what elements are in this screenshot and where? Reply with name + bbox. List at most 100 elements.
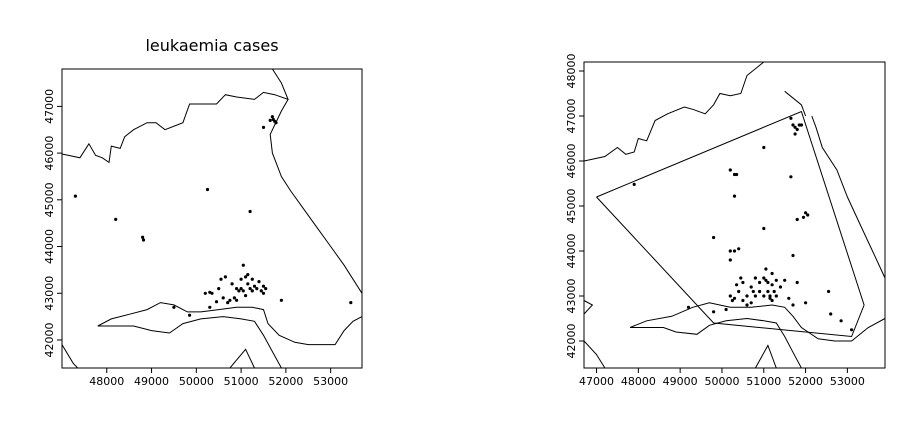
- case-point: [787, 296, 791, 300]
- y-tick-label: 43000: [43, 276, 56, 311]
- case-point: [804, 301, 808, 305]
- y-tick-label: 42000: [43, 322, 56, 357]
- case-point: [274, 121, 278, 125]
- case-point: [789, 116, 793, 120]
- boundary-line: [97, 302, 362, 346]
- x-tick-label: 49000: [663, 375, 698, 388]
- case-point: [261, 291, 266, 295]
- case-point: [250, 289, 254, 293]
- case-point: [141, 238, 146, 242]
- boundary-line: [271, 69, 289, 100]
- case-point: [762, 226, 766, 231]
- boundary-line: [229, 348, 255, 368]
- case-point: [795, 127, 799, 132]
- case-point: [839, 319, 843, 323]
- case-point: [712, 235, 716, 240]
- case-point: [232, 296, 236, 300]
- right-plot: 47000 48000 49000 50000 51000 52000 53000 42000…: [565, 54, 886, 388]
- case-point: [741, 298, 745, 303]
- hull-polygon: [596, 110, 865, 338]
- case-point: [770, 271, 774, 276]
- case-point: [774, 278, 778, 282]
- boundary-line: [584, 300, 594, 315]
- x-tick-label: 48000: [89, 375, 124, 388]
- case-point: [244, 275, 248, 279]
- case-point: [804, 211, 808, 215]
- y-tick-label: 44000: [43, 229, 56, 264]
- case-point: [268, 118, 272, 122]
- case-point: [221, 296, 225, 300]
- case-point: [230, 282, 234, 286]
- case-point: [783, 278, 787, 282]
- case-point: [732, 249, 737, 253]
- case-point: [241, 289, 245, 293]
- case-point: [235, 287, 239, 291]
- x-tick-label: 51000: [224, 375, 259, 388]
- case-point: [766, 280, 770, 285]
- x-tick-label: 50000: [179, 375, 214, 388]
- case-point: [248, 287, 252, 291]
- case-point: [764, 267, 768, 271]
- case-point: [850, 328, 854, 332]
- y-tick-label: 48000: [565, 54, 578, 89]
- case-point: [259, 289, 263, 293]
- case-point: [114, 217, 118, 221]
- case-point: [730, 298, 735, 303]
- case-point: [264, 287, 268, 291]
- case-point: [737, 289, 741, 294]
- case-point: [241, 263, 245, 267]
- x-tick-label: 51000: [746, 375, 781, 388]
- case-point: [739, 276, 743, 280]
- case-point: [252, 284, 257, 288]
- case-point: [203, 291, 207, 295]
- case-point: [632, 182, 636, 186]
- case-point: [205, 187, 210, 192]
- case-point: [789, 175, 793, 179]
- x-tick-label: 47000: [579, 375, 614, 388]
- left-plot: 48000 49000 50000 51000 52000 53000 42000 43000…: [43, 68, 363, 388]
- y-tick-label: 45000: [43, 182, 56, 217]
- y-tick-label: 43000: [565, 279, 578, 314]
- case-point: [793, 125, 797, 129]
- y-tick-label: 45000: [565, 189, 578, 224]
- case-point: [279, 298, 283, 302]
- case-point: [778, 285, 783, 289]
- case-point: [791, 123, 795, 127]
- case-point: [735, 172, 739, 177]
- boundary-line: [629, 302, 885, 342]
- case-point: [768, 296, 772, 300]
- case-point: [172, 305, 176, 309]
- case-point: [801, 215, 806, 219]
- case-point: [791, 303, 795, 307]
- case-point: [728, 258, 732, 262]
- x-tick-label: 52000: [268, 375, 303, 388]
- case-point: [768, 294, 772, 298]
- x-tick-label: 53000: [830, 375, 865, 388]
- boundary-line: [811, 115, 885, 279]
- boundary-line: [630, 317, 802, 368]
- case-point: [248, 209, 252, 214]
- case-point: [791, 253, 795, 258]
- case-point: [762, 276, 766, 280]
- case-point: [762, 145, 766, 150]
- plot-frame: [61, 68, 363, 369]
- y-tick-label: 47000: [565, 99, 578, 134]
- case-point: [349, 301, 353, 305]
- x-tick-label: 50000: [704, 375, 739, 388]
- case-point: [217, 287, 221, 291]
- case-point: [774, 294, 778, 298]
- case-point: [751, 289, 755, 294]
- case-point: [208, 305, 212, 309]
- case-point: [712, 310, 716, 314]
- boundary-line: [62, 91, 362, 294]
- case-point: [244, 294, 248, 298]
- case-point: [745, 294, 749, 298]
- case-point: [745, 303, 749, 307]
- case-point: [270, 115, 274, 119]
- case-point: [261, 125, 266, 129]
- case-point: [228, 298, 232, 302]
- case-point: [250, 277, 254, 281]
- chart-title: leukaemia cases: [145, 36, 278, 55]
- x-tick-label: 49000: [134, 375, 169, 388]
